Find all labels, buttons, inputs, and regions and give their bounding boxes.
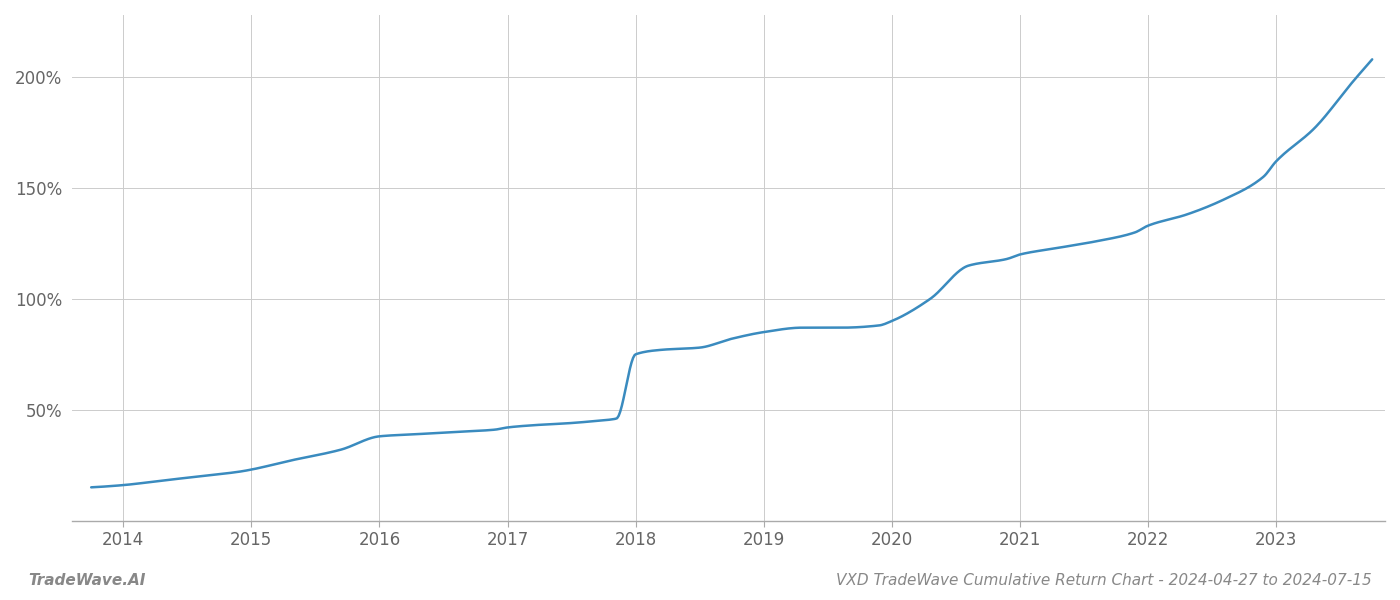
Text: TradeWave.AI: TradeWave.AI	[28, 573, 146, 588]
Text: VXD TradeWave Cumulative Return Chart - 2024-04-27 to 2024-07-15: VXD TradeWave Cumulative Return Chart - …	[836, 573, 1372, 588]
